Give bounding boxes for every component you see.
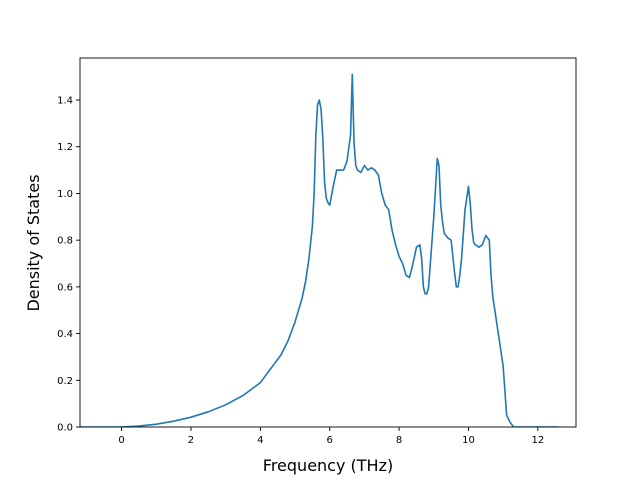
x-tick-label: 0 <box>118 435 124 446</box>
dos-series-line-0 <box>80 73 559 427</box>
y-tick-label: 1.0 <box>57 189 73 200</box>
y-tick-label: 1.2 <box>57 142 73 153</box>
plot-frame <box>79 57 577 428</box>
x-tick-label: 6 <box>327 435 333 446</box>
y-tick-label: 0.8 <box>57 236 73 247</box>
axes: 0 2 4 6 8 10 12 0.0 0.2 0.4 0.6 0.8 1.0 1.2 1.4 <box>57 57 577 446</box>
plot-area <box>80 73 559 427</box>
x-axis-label: Frequency (THz) <box>263 456 393 475</box>
y-tick-label: 0.4 <box>57 329 73 340</box>
x-tick-label: 10 <box>462 435 475 446</box>
y-tick-label: 0.6 <box>57 282 73 293</box>
y-axis-label: Density of States <box>24 174 43 311</box>
y-tick-label: 0.0 <box>57 423 73 434</box>
y-tick-label: 0.2 <box>57 376 73 387</box>
y-tick-label: 1.4 <box>57 96 73 107</box>
x-tick-label: 8 <box>396 435 402 446</box>
x-tick-label: 4 <box>257 435 263 446</box>
x-tick-label: 12 <box>531 435 544 446</box>
x-tick-label: 2 <box>188 435 194 446</box>
